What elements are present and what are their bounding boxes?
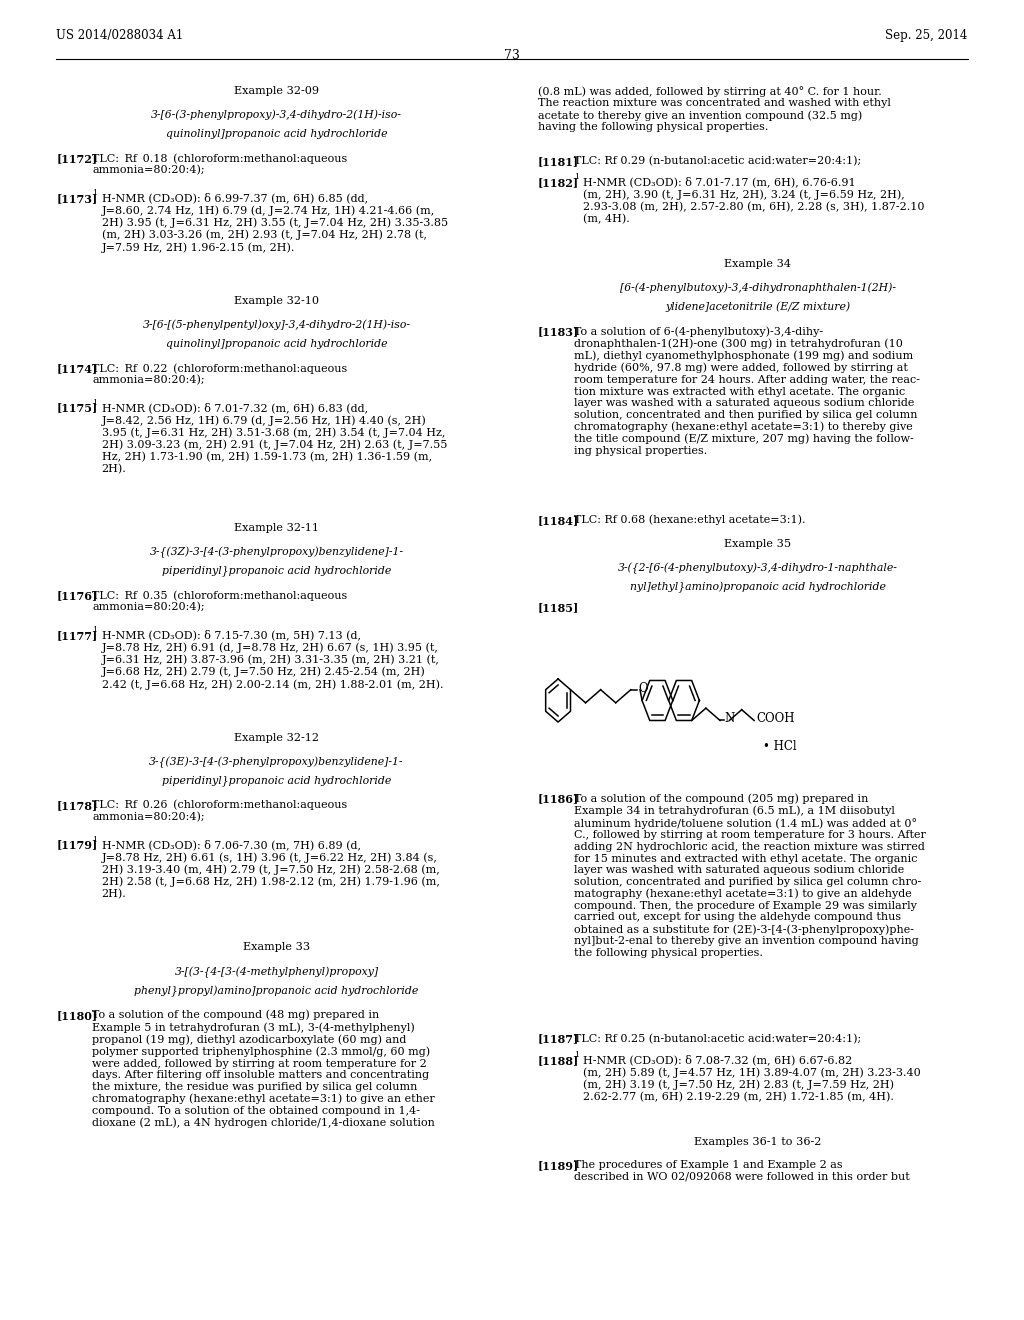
Text: [6-(4-phenylbutoxy)-3,4-dihydronaphthalen-1(2H)-: [6-(4-phenylbutoxy)-3,4-dihydronaphthale… — [620, 282, 896, 293]
Text: TLC: Rf 0.22 (chloroform:methanol:aqueous
ammonia=80:20:4);: TLC: Rf 0.22 (chloroform:methanol:aqueou… — [92, 363, 347, 385]
Text: [1180]: [1180] — [56, 1010, 97, 1020]
Text: (0.8 mL) was added, followed by stirring at 40° C. for 1 hour.
The reaction mixt: (0.8 mL) was added, followed by stirring… — [538, 86, 891, 132]
Text: 3-({2-[6-(4-phenylbutoxy)-3,4-dihydro-1-naphthale-: 3-({2-[6-(4-phenylbutoxy)-3,4-dihydro-1-… — [617, 562, 898, 574]
Text: 1: 1 — [573, 173, 579, 181]
Text: quinolinyl]propanoic acid hydrochloride: quinolinyl]propanoic acid hydrochloride — [166, 338, 387, 348]
Text: 3-[6-[(5-phenylpentyl)oxy]-3,4-dihydro-2(1H)-iso-: 3-[6-[(5-phenylpentyl)oxy]-3,4-dihydro-2… — [142, 319, 411, 330]
Text: 1: 1 — [92, 399, 97, 407]
Text: [1182]: [1182] — [538, 177, 579, 187]
Text: TLC: Rf 0.35 (chloroform:methanol:aqueous
ammonia=80:20:4);: TLC: Rf 0.35 (chloroform:methanol:aqueou… — [92, 590, 347, 612]
Text: To a solution of 6-(4-phenylbutoxy)-3,4-dihy-
dronaphthalen-1(2H)-one (300 mg) i: To a solution of 6-(4-phenylbutoxy)-3,4-… — [573, 326, 920, 455]
Text: 3-{(3E)-3-[4-(3-phenylpropoxy)benzylidene]-1-: 3-{(3E)-3-[4-(3-phenylpropoxy)benzyliden… — [150, 756, 403, 768]
Text: H-NMR (CD₃OD): δ 7.01-7.32 (m, 6H) 6.83 (dd,
J=8.42, 2.56 Hz, 1H) 6.79 (d, J=2.5: H-NMR (CD₃OD): δ 7.01-7.32 (m, 6H) 6.83 … — [101, 403, 446, 474]
Text: [1187]: [1187] — [538, 1034, 579, 1044]
Text: [1179]: [1179] — [56, 840, 97, 850]
Text: To a solution of the compound (48 mg) prepared in
Example 5 in tetrahydrofuran (: To a solution of the compound (48 mg) pr… — [92, 1010, 435, 1129]
Text: H-NMR (CD₃OD): δ 6.99-7.37 (m, 6H) 6.85 (dd,
J=8.60, 2.74 Hz, 1H) 6.79 (d, J=2.7: H-NMR (CD₃OD): δ 6.99-7.37 (m, 6H) 6.85 … — [101, 193, 447, 252]
Text: [1177]: [1177] — [56, 630, 97, 640]
Text: US 2014/0288034 A1: US 2014/0288034 A1 — [56, 29, 183, 42]
Text: The procedures of Example 1 and Example 2 as
described in WO 02/092068 were foll: The procedures of Example 1 and Example … — [573, 1160, 909, 1181]
Text: 1: 1 — [92, 626, 97, 634]
Text: Example 34: Example 34 — [724, 259, 792, 269]
Text: N: N — [725, 713, 735, 726]
Text: phenyl}propyl)amino]propanoic acid hydrochloride: phenyl}propyl)amino]propanoic acid hydro… — [134, 986, 419, 997]
Text: [1175]: [1175] — [56, 403, 97, 413]
Text: Example 33: Example 33 — [243, 942, 310, 953]
Text: [1178]: [1178] — [56, 800, 97, 810]
Text: H-NMR (CD₃OD): δ 7.08-7.32 (m, 6H) 6.67-6.82
(m, 2H) 5.89 (t, J=4.57 Hz, 1H) 3.8: H-NMR (CD₃OD): δ 7.08-7.32 (m, 6H) 6.67-… — [583, 1055, 921, 1102]
Text: TLC: Rf 0.29 (n-butanol:acetic acid:water=20:4:1);: TLC: Rf 0.29 (n-butanol:acetic acid:wate… — [573, 156, 861, 166]
Text: O: O — [638, 681, 647, 694]
Text: Examples 36-1 to 36-2: Examples 36-1 to 36-2 — [694, 1137, 821, 1147]
Text: [1174]: [1174] — [56, 363, 97, 374]
Text: H-NMR (CD₃OD): δ 7.06-7.30 (m, 7H) 6.89 (d,
J=8.78 Hz, 2H) 6.61 (s, 1H) 3.96 (t,: H-NMR (CD₃OD): δ 7.06-7.30 (m, 7H) 6.89 … — [101, 840, 439, 899]
Text: Example 32-11: Example 32-11 — [233, 523, 319, 533]
Text: [1186]: [1186] — [538, 793, 579, 804]
Text: [1185]: [1185] — [538, 602, 579, 612]
Text: • HCl: • HCl — [763, 741, 797, 754]
Text: piperidinyl}propanoic acid hydrochloride: piperidinyl}propanoic acid hydrochloride — [162, 565, 391, 577]
Text: COOH: COOH — [756, 713, 795, 726]
Text: Example 32-09: Example 32-09 — [233, 86, 319, 96]
Text: TLC: Rf 0.26 (chloroform:methanol:aqueous
ammonia=80:20:4);: TLC: Rf 0.26 (chloroform:methanol:aqueou… — [92, 800, 347, 822]
Text: Sep. 25, 2014: Sep. 25, 2014 — [886, 29, 968, 42]
Text: 1: 1 — [92, 836, 97, 843]
Text: To a solution of the compound (205 mg) prepared in
Example 34 in tetrahydrofuran: To a solution of the compound (205 mg) p… — [573, 793, 926, 958]
Text: 3-[6-(3-phenylpropoxy)-3,4-dihydro-2(1H)-iso-: 3-[6-(3-phenylpropoxy)-3,4-dihydro-2(1H)… — [152, 110, 401, 120]
Text: quinolinyl]propanoic acid hydrochloride: quinolinyl]propanoic acid hydrochloride — [166, 128, 387, 139]
Text: TLC: Rf 0.18 (chloroform:methanol:aqueous
ammonia=80:20:4);: TLC: Rf 0.18 (chloroform:methanol:aqueou… — [92, 153, 347, 176]
Text: TLC: Rf 0.68 (hexane:ethyl acetate=3:1).: TLC: Rf 0.68 (hexane:ethyl acetate=3:1). — [573, 515, 805, 525]
Text: 1: 1 — [573, 1051, 579, 1059]
Text: Example 35: Example 35 — [724, 539, 792, 549]
Text: [1183]: [1183] — [538, 326, 579, 337]
Text: H-NMR (CD₃OD): δ 7.01-7.17 (m, 6H), 6.76-6.91
(m, 2H), 3.90 (t, J=6.31 Hz, 2H), : H-NMR (CD₃OD): δ 7.01-7.17 (m, 6H), 6.76… — [583, 177, 925, 224]
Text: [1184]: [1184] — [538, 515, 579, 525]
Text: Example 32-10: Example 32-10 — [233, 296, 319, 306]
Text: [1173]: [1173] — [56, 193, 97, 203]
Text: [1189]: [1189] — [538, 1160, 579, 1171]
Text: TLC: Rf 0.25 (n-butanol:acetic acid:water=20:4:1);: TLC: Rf 0.25 (n-butanol:acetic acid:wate… — [573, 1034, 861, 1044]
Text: [1188]: [1188] — [538, 1055, 579, 1065]
Text: 3-{(3Z)-3-[4-(3-phenylpropoxy)benzylidene]-1-: 3-{(3Z)-3-[4-(3-phenylpropoxy)benzyliden… — [150, 546, 403, 558]
Text: nyl]ethyl}amino)propanoic acid hydrochloride: nyl]ethyl}amino)propanoic acid hydrochlo… — [630, 581, 886, 593]
Text: 73: 73 — [504, 49, 520, 62]
Text: 3-[(3-{4-[3-(4-methylphenyl)propoxy]: 3-[(3-{4-[3-(4-methylphenyl)propoxy] — [174, 966, 379, 978]
Text: [1181]: [1181] — [538, 156, 579, 166]
Text: H-NMR (CD₃OD): δ 7.15-7.30 (m, 5H) 7.13 (d,
J=8.78 Hz, 2H) 6.91 (d, J=8.78 Hz, 2: H-NMR (CD₃OD): δ 7.15-7.30 (m, 5H) 7.13 … — [101, 630, 443, 689]
Text: piperidinyl}propanoic acid hydrochloride: piperidinyl}propanoic acid hydrochloride — [162, 776, 391, 787]
Text: ylidene]acetonitrile (E/Z mixture): ylidene]acetonitrile (E/Z mixture) — [666, 301, 850, 313]
Text: 1: 1 — [92, 189, 97, 197]
Text: [1172]: [1172] — [56, 153, 97, 164]
Text: [1176]: [1176] — [56, 590, 97, 601]
Text: Example 32-12: Example 32-12 — [233, 733, 319, 743]
